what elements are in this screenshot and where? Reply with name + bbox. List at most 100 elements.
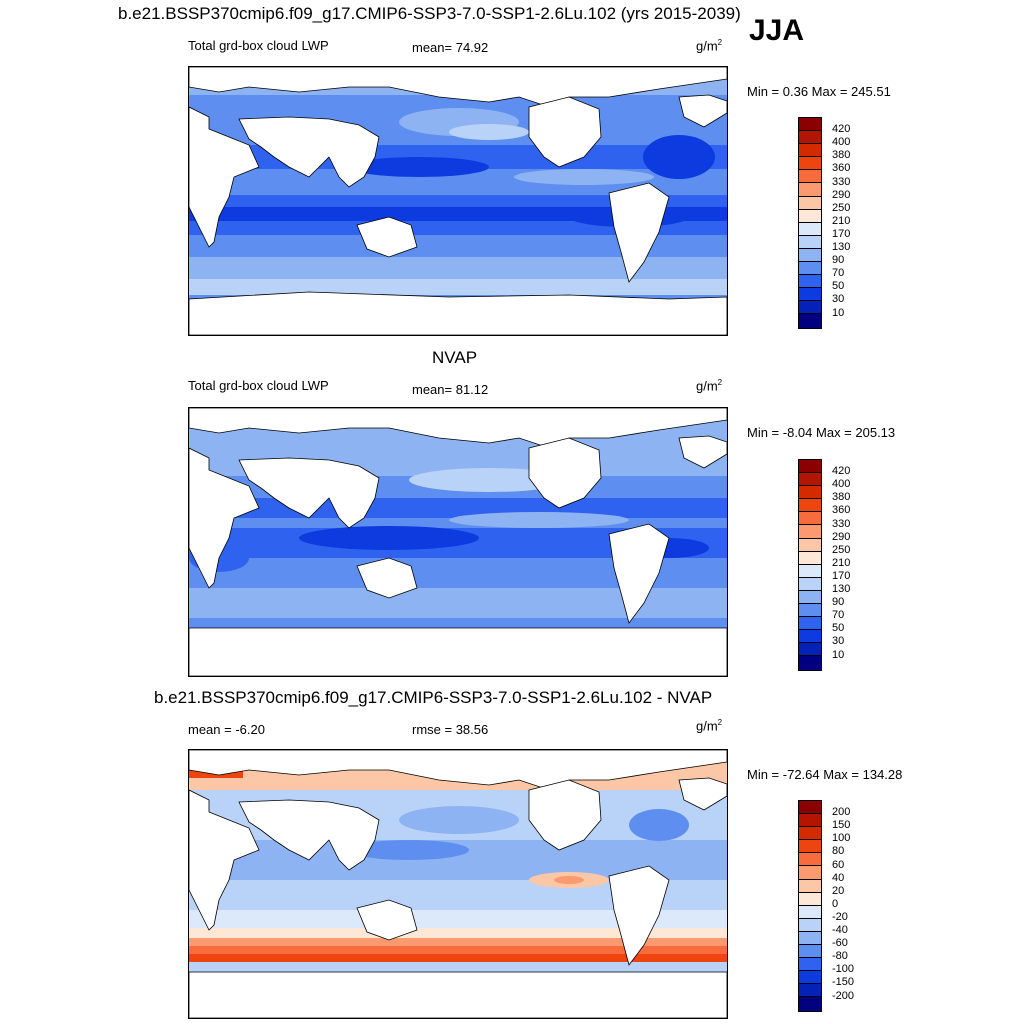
colorbar-swatch: [799, 288, 821, 302]
colorbar-tick-label: 170: [832, 569, 851, 582]
colorbar-tick-label: 400: [832, 478, 851, 491]
colorbar-swatch: [799, 301, 821, 315]
colorbar-swatch: [799, 958, 821, 972]
colorbar-swatch: [799, 551, 821, 565]
colorbar-tick-label: 170: [832, 227, 851, 240]
colorbar-swatch: [799, 118, 821, 132]
colorbar-tick-label: 210: [832, 214, 851, 227]
colorbar-swatch: [799, 945, 821, 959]
colorbar-tick-label: 10: [832, 648, 845, 661]
colorbar-swatch: [799, 183, 821, 197]
colorbar-swatch: [799, 827, 821, 841]
colorbar-swatch: [799, 157, 821, 171]
panel1-minmax: Min = 0.36 Max = 245.51: [747, 84, 891, 99]
colorbar-tick-label: 400: [832, 136, 851, 149]
panel2-variable-label: Total grd-box cloud LWP: [188, 378, 329, 393]
colorbar-tick-label: 380: [832, 491, 851, 504]
panel2-units: g/m2: [696, 378, 723, 394]
colorbar-swatch: [799, 525, 821, 539]
colorbar-tick-label: -80: [832, 950, 848, 963]
colorbar-swatch: [799, 879, 821, 893]
colorbar-tick-label: -100: [832, 963, 855, 976]
colorbar-tick-label: 330: [832, 517, 851, 530]
colorbar-tick-label: 250: [832, 201, 851, 214]
colorbar-swatch: [799, 656, 821, 670]
colorbar-swatch: [799, 577, 821, 591]
panel2-minmax: Min = -8.04 Max = 205.13: [747, 425, 896, 440]
colorbar-tick-label: 130: [832, 583, 851, 595]
colorbar-swatch: [799, 814, 821, 828]
panel2-subtitle: NVAP: [432, 348, 478, 367]
panel1-units: g/m2: [696, 38, 723, 54]
panel2-colorbar: [798, 459, 822, 671]
colorbar-swatch: [799, 643, 821, 657]
colorbar-tick-label: -150: [832, 976, 855, 989]
colorbar-swatch: [799, 170, 821, 184]
panel1-colorbar: [798, 117, 822, 329]
colorbar-swatch: [799, 131, 821, 145]
colorbar-tick-label: 130: [832, 241, 851, 253]
colorbar-swatch: [799, 853, 821, 867]
colorbar-tick-label: -20: [832, 910, 848, 923]
colorbar-swatch: [799, 840, 821, 854]
colorbar-swatch: [799, 617, 821, 631]
colorbar-tick-label: 210: [832, 556, 851, 569]
colorbar-swatch: [799, 866, 821, 880]
colorbar-tick-label: 50: [832, 280, 845, 293]
colorbar-tick-label: 10: [832, 306, 845, 319]
colorbar-swatch: [799, 997, 821, 1011]
colorbar-tick-label: 200: [832, 806, 851, 819]
colorbar-tick-label: 290: [832, 188, 851, 201]
colorbar-tick-label: 40: [832, 871, 845, 884]
colorbar-tick-label: 360: [832, 162, 851, 175]
panel1-map: [188, 66, 728, 336]
colorbar-swatch: [799, 892, 821, 906]
colorbar-tick-label: 420: [832, 465, 851, 478]
colorbar-swatch: [799, 144, 821, 158]
colorbar-swatch: [799, 499, 821, 513]
colorbar-tick-label: 100: [832, 832, 851, 845]
colorbar-swatch: [799, 486, 821, 500]
colorbar-swatch: [799, 460, 821, 474]
colorbar-swatch: [799, 538, 821, 552]
colorbar-tick-label: -60: [832, 937, 848, 950]
colorbar-swatch: [799, 473, 821, 487]
colorbar-swatch: [799, 984, 821, 998]
colorbar-swatch: [799, 209, 821, 223]
colorbar-tick-label: 250: [832, 543, 851, 556]
panel3-minmax: Min = -72.64 Max = 134.28: [747, 767, 903, 782]
colorbar-swatch: [799, 918, 821, 932]
colorbar-swatch: [799, 630, 821, 644]
colorbar-swatch: [799, 222, 821, 236]
colorbar-tick-label: 80: [832, 845, 845, 858]
panel3-subtitle: b.e21.BSSP370cmip6.f09_g17.CMIP6-SSP3-7.…: [154, 688, 713, 707]
colorbar-swatch: [799, 275, 821, 289]
colorbar-tick-label: 90: [832, 254, 845, 267]
panel3-units: g/m2: [696, 718, 723, 734]
colorbar-swatch: [799, 196, 821, 210]
colorbar-tick-label: 420: [832, 123, 851, 136]
colorbar-tick-label: -200: [832, 989, 855, 1002]
colorbar-tick-label: 50: [832, 622, 845, 635]
colorbar-swatch: [799, 512, 821, 526]
colorbar-tick-label: 0: [832, 897, 839, 910]
season-label: JJA: [749, 14, 805, 47]
colorbar-tick-label: 290: [832, 530, 851, 543]
panel2-map: [188, 407, 728, 677]
colorbar-tick-label: 30: [832, 293, 845, 306]
colorbar-tick-label: 90: [832, 596, 845, 609]
colorbar-tick-label: 60: [832, 858, 845, 871]
colorbar-tick-label: 330: [832, 175, 851, 188]
colorbar-tick-label: 20: [832, 884, 845, 897]
colorbar-swatch: [799, 801, 821, 815]
panel1-variable-label: Total grd-box cloud LWP: [188, 38, 329, 53]
colorbar-swatch: [799, 235, 821, 249]
panel3-colorbar: [798, 800, 822, 1012]
panel3-rmse-label: rmse = 38.56: [412, 722, 489, 737]
colorbar-tick-label: 70: [832, 267, 845, 280]
colorbar-swatch: [799, 590, 821, 605]
colorbar-tick-label: 70: [832, 609, 845, 622]
colorbar-tick-label: 380: [832, 149, 851, 162]
colorbar-swatch: [799, 971, 821, 985]
colorbar-tick-label: 360: [832, 504, 851, 517]
